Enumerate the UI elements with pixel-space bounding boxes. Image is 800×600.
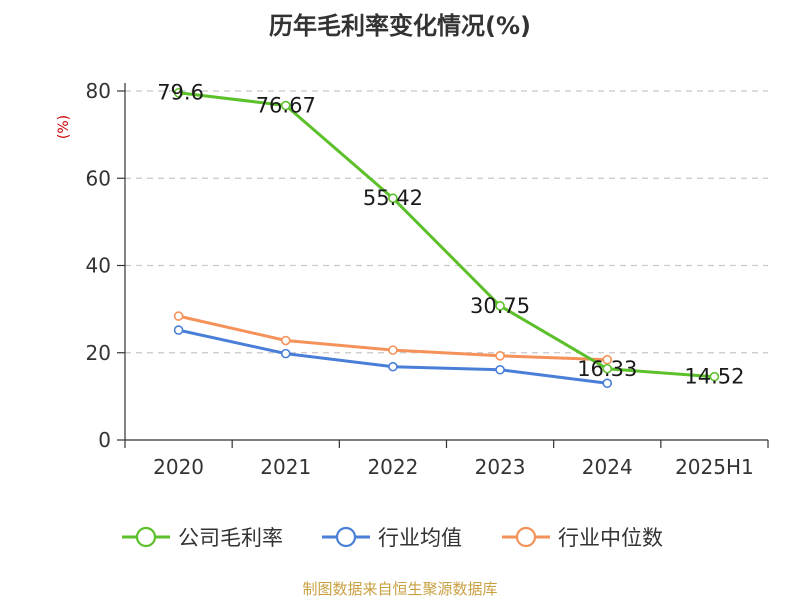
x-tick-label-2024: 2024	[582, 455, 633, 479]
data-label-2025H1: 14.52	[684, 365, 744, 389]
series-0-point-2021	[280, 100, 291, 111]
y-tick-label-0: 0	[98, 428, 111, 452]
x-tick-label-2022: 2022	[367, 455, 418, 479]
series-layer	[173, 87, 720, 389]
series-1-point-2021	[280, 348, 291, 359]
grid-lines	[125, 90, 768, 354]
y-tick-labels: 0 20 40 60 80	[86, 79, 111, 452]
data-label-2024: 16.33	[577, 357, 637, 381]
data-label-2023: 30.75	[470, 294, 530, 318]
y-axis-unit: (%)	[56, 115, 72, 139]
y-tick-label-80: 80	[86, 79, 111, 103]
series-0-point-2023	[495, 301, 505, 311]
data-labels: 79.6 76.67 55.42 30.75 16.33 14.52	[157, 81, 744, 389]
series-1-point-2023	[495, 364, 505, 375]
data-label-2020: 79.6	[157, 81, 204, 105]
chart-title: 历年毛利率变化情况(%)	[269, 12, 531, 40]
axes	[117, 83, 769, 448]
series-2-point-2020	[173, 311, 184, 321]
x-tick-label-2021: 2021	[260, 455, 311, 479]
x-tick-label-2025H1: 2025H1	[675, 455, 754, 479]
x-tick-label-2020: 2020	[153, 455, 204, 479]
series-1-point-2024	[602, 378, 613, 389]
y-tick-label-60: 60	[86, 166, 111, 190]
legend-label-0: 公司毛利率	[178, 526, 283, 550]
data-label-2022: 55.42	[363, 186, 423, 210]
data-label-2021: 76.67	[256, 94, 316, 118]
x-tick-labels: 2020 2021 2022 2023 2024 2025H1	[153, 455, 754, 479]
y-tick-label-20: 20	[86, 341, 111, 365]
legend-marker-0	[135, 526, 157, 548]
source-note: 制图数据来自恒生聚源数据库	[302, 580, 497, 598]
legend-label-1: 行业均值	[378, 526, 462, 550]
series-2-point-2023	[495, 351, 505, 361]
series-1-point-2020	[173, 325, 184, 335]
series-0-point-2022	[388, 193, 398, 204]
series-0-point-2020	[173, 87, 184, 98]
legend: 公司毛利率 行业均值 行业中位数	[122, 526, 663, 550]
series-2-point-2022	[388, 345, 398, 355]
series-line-0	[177, 91, 716, 379]
series-2-point-2021	[280, 335, 291, 346]
series-0-point-2024	[602, 363, 613, 374]
legend-marker-1	[335, 526, 357, 548]
series-1-point-2022	[388, 361, 398, 372]
series-0-point-2025H1	[709, 371, 720, 382]
series-2-point-2024	[602, 354, 613, 365]
legend-marker-2	[515, 526, 537, 548]
legend-label-2: 行业中位数	[558, 526, 663, 550]
x-tick-label-2023: 2023	[475, 455, 526, 479]
y-tick-label-40: 40	[86, 254, 111, 278]
